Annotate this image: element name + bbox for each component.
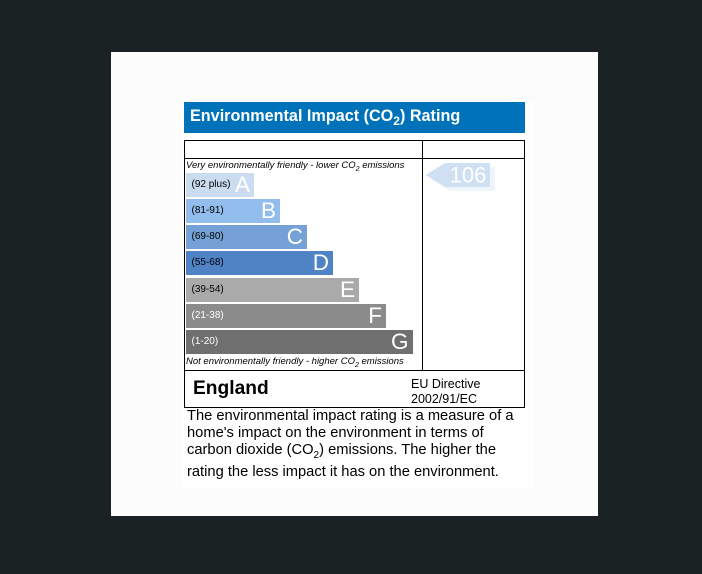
svg-text:106: 106: [450, 163, 487, 188]
